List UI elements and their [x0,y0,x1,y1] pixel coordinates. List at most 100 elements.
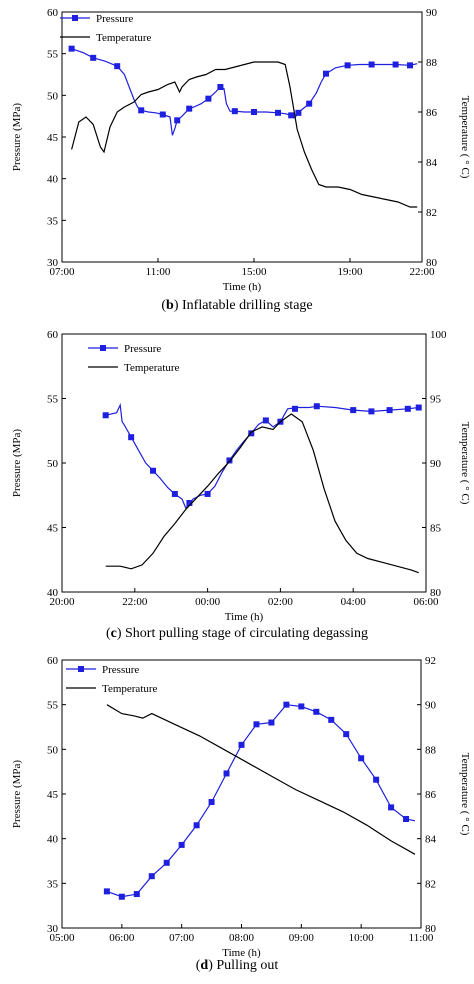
pressure-marker [118,893,125,900]
pressure-marker [102,412,109,419]
y2-tick-label: 90 [426,7,438,19]
chart-panel-c: 20:00 22:00 00:00 02:00 04:00 06:00 40 45 50 55 60… [0,322,474,652]
caption-letter-c: c [110,626,117,641]
y-tick-label: 50 [47,458,59,470]
legend-label-pressure: Pressure [102,664,139,676]
y-tick-label: 35 [47,878,59,890]
y2-tick-label: 88 [425,744,437,756]
y-tick-label: 55 [47,700,59,712]
pressure-marker [313,708,320,715]
x-tick-label: 10:00 [349,932,375,944]
y2-tick-label: 92 [425,655,436,667]
pressure-marker [306,100,313,107]
x-tick-label: 09:00 [289,932,315,944]
y2-tick-label: 90 [425,700,437,712]
pressure-marker [373,776,380,783]
pressure-marker [133,891,140,898]
pressure-marker [90,54,97,61]
x-tick-label: 05:00 [49,932,75,944]
y2-axis-title: Temperature ( ° C) [459,753,471,836]
pressure-marker [205,95,212,102]
y-tick-label: 55 [47,49,59,61]
y-tick-label: 45 [47,789,59,801]
pressure-marker [171,490,178,497]
x-axis-title: Time (h) [223,281,262,293]
x-tick-label: 07:00 [169,932,195,944]
pressure-marker [350,407,357,414]
y-tick-label: 40 [47,174,59,186]
chart-caption-d: (d) Pulling out [195,958,279,973]
chart-panel-d: 05:00 06:00 07:00 08:00 09:00 10:00 11:00 30 35 4… [0,652,474,984]
series-line-temperature [106,704,416,855]
pressure-marker [174,117,181,124]
pressure-marker [313,403,320,410]
legend-label-temperature: Temperature [102,683,158,695]
y-tick-label: 50 [47,744,59,756]
x-tick-label: 11:00 [409,932,434,944]
legend-label-pressure: Pressure [124,343,161,355]
legend-marker-pressure [100,345,106,351]
y2-tick-label: 88 [426,57,438,69]
x-tick-label: 02:00 [268,596,294,608]
pressure-marker [186,499,193,506]
pressure-marker [186,105,193,112]
x-tick-label: 20:00 [49,596,75,608]
x-tick-label: 00:00 [195,596,221,608]
y-axis-title: Pressure (MPa) [11,429,23,497]
y2-tick-label: 95 [430,394,442,406]
y2-axis-title: Temperature ( ° C) [459,96,471,179]
pressure-marker [275,109,281,116]
pressure-marker [268,719,275,726]
legend-marker-pressure [72,15,78,21]
x-tick-label: 19:00 [337,266,363,278]
pressure-marker [193,822,200,829]
pressure-marker [388,804,395,811]
y2-tick-label: 84 [426,157,438,169]
pressure-marker [288,112,295,119]
y-tick-label: 40 [47,834,59,846]
y-tick-label: 55 [47,394,59,406]
pressure-marker [253,721,260,728]
y-tick-label: 60 [47,329,59,341]
y-tick-label: 40 [47,587,59,599]
x-axis-title: Time (h) [222,947,261,958]
pressure-marker [392,61,399,68]
chart-d: 05:00 06:00 07:00 08:00 09:00 10:00 11:00 30 35 4… [11,655,471,958]
caption-letter-b: b [166,298,174,313]
x-tick-label: 15:00 [241,266,267,278]
y-axis-title: Pressure (MPa) [11,760,23,828]
y-tick-label: 60 [47,7,59,19]
x-tick-label: 07:00 [49,266,75,278]
y2-tick-label: 90 [430,458,442,470]
pressure-marker [368,408,375,415]
y-tick-label: 30 [47,923,59,935]
pressure-marker [407,62,413,69]
x-tick-label: 06:00 [413,596,439,608]
y2-tick-label: 84 [425,834,437,846]
x-tick-label: 22:00 [409,266,435,278]
pressure-marker [403,816,410,823]
legend-marker-pressure [78,666,84,672]
pressure-marker [204,490,211,497]
x-tick-label: 06:00 [109,932,135,944]
y2-axis-title: Temperature ( ° C) [459,422,471,505]
x-tick-label: 04:00 [341,596,367,608]
pressure-marker [223,770,230,777]
y2-tick-label: 80 [430,587,442,599]
pressure-marker [217,84,224,90]
pressure-marker [159,111,166,118]
legend-label-temperature: Temperature [124,362,180,374]
pressure-marker [231,108,238,115]
pressure-marker [343,731,350,738]
pressure-marker [404,405,411,412]
pressure-marker [128,434,135,441]
pressure-marker [178,841,185,848]
series-line-pressure [106,704,416,898]
series-line-temperature [105,413,419,574]
chart-b: 07:00 11:00 15:00 19:00 22:00 30 35 40 45 50 55 60 8… [11,7,471,293]
pressure-marker [103,888,110,895]
pressure-marker [248,430,255,437]
y-tick-label: 30 [47,257,59,269]
caption-text-b: Inflatable drilling stage [178,298,313,313]
y-axis-title: Pressure (MPa) [11,103,23,171]
